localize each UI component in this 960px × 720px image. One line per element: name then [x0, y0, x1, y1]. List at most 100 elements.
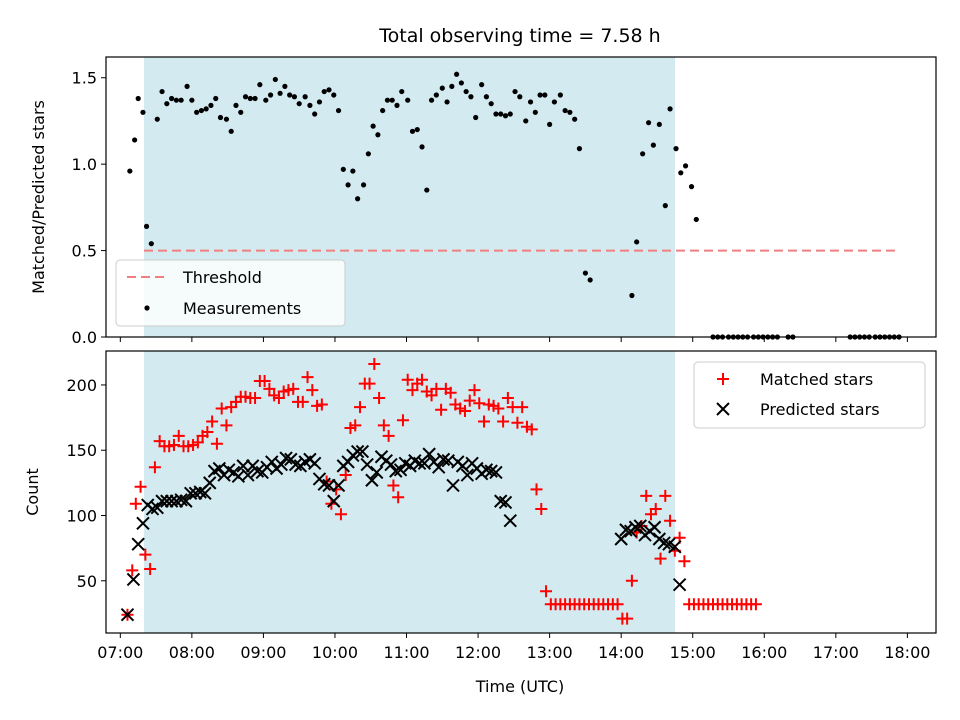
top-legend: Threshold Measurements	[115, 259, 346, 327]
measurement-point	[384, 97, 391, 103]
measurement-point	[217, 114, 224, 121]
measurement-point	[532, 109, 538, 115]
y-tick-label: 150	[66, 441, 97, 460]
predicted-star-point	[489, 465, 503, 480]
matched-star-point	[373, 392, 386, 404]
predicted-star-point	[498, 495, 513, 510]
measurement-point	[409, 128, 416, 134]
matched-star-point	[377, 419, 390, 432]
measurement-point	[326, 87, 332, 93]
measurement-point	[468, 94, 474, 100]
predicted-star-point	[360, 457, 374, 472]
top-plot-frame	[105, 56, 937, 338]
matched-star-point	[540, 585, 553, 598]
predicted-star-point	[274, 457, 289, 472]
matched-star-point	[435, 403, 448, 416]
predicted-points	[120, 444, 687, 622]
measurement-point	[365, 151, 371, 157]
predicted-star-point	[150, 500, 164, 515]
matched-star-point	[659, 489, 672, 502]
measurement-point	[656, 121, 662, 128]
matched-star-point	[134, 480, 147, 493]
predicted-star-point	[369, 465, 384, 480]
measurement-point	[272, 76, 278, 83]
matched-star-point	[172, 429, 185, 442]
measurement-point	[140, 109, 146, 115]
measurement-point	[198, 107, 205, 114]
predicted-star-point	[136, 516, 150, 531]
measurement-point	[502, 113, 509, 119]
measurement-point	[164, 101, 170, 107]
measurement-point	[493, 111, 499, 117]
predicted-star-point	[619, 523, 633, 537]
predicted-star-point	[436, 452, 451, 467]
measurement-point	[439, 85, 445, 91]
measurement-point	[350, 168, 356, 174]
measurement-point	[135, 95, 141, 102]
measurement-point	[488, 101, 494, 107]
bottom-y-axis-label: Count	[23, 468, 42, 516]
predicted-star-point	[327, 494, 341, 508]
predicted-star-point	[279, 451, 293, 465]
matched-star-point	[497, 415, 510, 428]
predicted-star-point	[126, 572, 141, 587]
measurement-point	[203, 106, 209, 112]
measurement-point	[662, 203, 668, 209]
measurement-point	[127, 168, 133, 174]
measurement-point	[557, 92, 563, 98]
y-tick-label: 1.5	[72, 69, 97, 88]
predicted-star-point	[120, 608, 135, 622]
matched-star-point	[387, 479, 400, 492]
x-tick-label: 16:00	[741, 643, 787, 662]
predicted-star-point	[494, 494, 508, 508]
measurement-point	[223, 116, 230, 122]
matched-star-point	[349, 419, 362, 432]
matched-star-point	[201, 425, 214, 438]
measurement-point	[394, 102, 400, 108]
measurement-point	[634, 239, 640, 245]
matched-star-point	[678, 555, 691, 568]
measurement-point	[463, 88, 469, 95]
predicted-star-point	[389, 464, 403, 478]
measurement-point	[238, 109, 244, 115]
measurement-point	[380, 107, 386, 114]
matched-star-point	[139, 548, 152, 561]
matched-star-point	[144, 563, 157, 576]
measurement-point	[312, 111, 318, 117]
measurement-point	[449, 83, 455, 89]
matched-star-point	[315, 398, 328, 411]
matched-star-point	[611, 598, 624, 611]
matched-star-point	[306, 384, 319, 397]
predicted-star-point	[657, 536, 671, 550]
predicted-star-point	[355, 444, 370, 459]
measurement-point	[360, 182, 367, 188]
measurement-point	[678, 170, 684, 176]
measurement-point	[228, 128, 234, 134]
matched-star-point	[272, 392, 285, 404]
measurement-point	[267, 92, 274, 98]
matched-star-point	[473, 397, 486, 410]
measurement-point	[527, 99, 534, 105]
measurement-point	[399, 88, 405, 95]
predicted-star-point	[174, 493, 188, 507]
measurement-point	[512, 88, 518, 95]
bottom-y-axis: 50 100 150 200	[66, 376, 106, 591]
predicted-star-point	[672, 577, 687, 592]
matched-star-point	[191, 436, 204, 449]
x-tick-label: 17:00	[813, 643, 859, 662]
predicted-star-point	[188, 486, 203, 501]
measurement-point	[257, 82, 263, 88]
predicted-star-point	[203, 476, 217, 490]
matched-star-point	[396, 414, 409, 427]
measurement-point	[189, 97, 195, 103]
measurement-point	[132, 137, 138, 143]
matched-star-point	[148, 461, 161, 474]
x-tick-label: 09:00	[240, 643, 286, 662]
legend-threshold-label: Threshold	[182, 268, 262, 287]
matched-star-point	[263, 382, 276, 395]
predicted-star-point	[145, 502, 160, 516]
x-tick-label: 13:00	[527, 643, 573, 662]
matched-star-point	[444, 386, 457, 399]
predicted-star-point	[479, 463, 494, 477]
